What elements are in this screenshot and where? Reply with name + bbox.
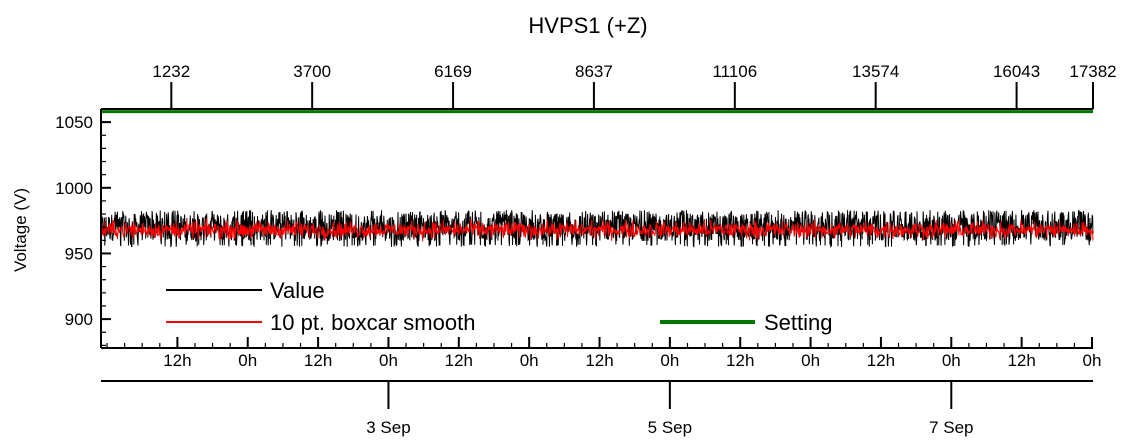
hour-axis-ticks: 12h 0h 12h 0h 12h 0h 12h 0h 12h 0h 12h 0h 12h 0h: [106, 337, 1102, 370]
legend-label-setting: Setting: [764, 310, 833, 335]
top-axis-tick-label: 8637: [575, 62, 613, 81]
date-axis-tick-label: 7 Sep: [929, 418, 973, 437]
y-axis-ticks: 900 950 1000 1050: [55, 108, 111, 346]
y-axis-tick-label: 900: [65, 310, 93, 329]
plot-series: [100, 110, 1094, 248]
hour-axis-tick-label: 0h: [660, 351, 679, 370]
chart-title: HVPS1 (+Z): [528, 13, 647, 38]
legend-label-value: Value: [270, 278, 325, 303]
hour-axis-tick-label: 0h: [1083, 351, 1102, 370]
hour-axis-tick-label: 0h: [520, 351, 539, 370]
top-axis-tick-label: 16043: [993, 62, 1040, 81]
date-axis-tick-label: 3 Sep: [366, 418, 410, 437]
hour-axis-tick-label: 0h: [379, 351, 398, 370]
top-axis-tick-label: 11106: [712, 62, 757, 81]
top-axis-tick-label: 17382: [1069, 62, 1116, 81]
top-axis-tick-label: 1232: [152, 62, 190, 81]
hour-axis-tick-label: 12h: [163, 351, 191, 370]
top-axis-tick-label: 13574: [852, 62, 899, 81]
legend-label-smooth: 10 pt. boxcar smooth: [270, 310, 475, 335]
hour-axis-tick-label: 0h: [801, 351, 820, 370]
hour-axis-tick-label: 12h: [1007, 351, 1035, 370]
y-axis-tick-label: 1050: [55, 113, 93, 132]
series-smooth-line: [100, 218, 1094, 242]
y-axis-tick-label: 1000: [55, 179, 93, 198]
date-axis-tick-label: 5 Sep: [648, 418, 692, 437]
top-axis-ticks: 1232 3700 6169 8637 11106 13574 16043 17382: [152, 62, 1117, 109]
date-axis-ticks: 3 Sep 5 Sep 7 Sep: [366, 381, 974, 437]
top-axis-tick-label: 3700: [293, 62, 331, 81]
top-axis-tick-label: 6169: [434, 62, 472, 81]
legend: Value 10 pt. boxcar smooth Setting: [166, 278, 833, 335]
hour-axis-tick-label: 12h: [445, 351, 473, 370]
y-axis-label: Voltage (V): [11, 188, 30, 272]
hour-axis-tick-label: 12h: [585, 351, 613, 370]
hour-axis-tick-label: 0h: [238, 351, 257, 370]
hour-axis-tick-label: 12h: [867, 351, 895, 370]
hour-axis-tick-label: 12h: [304, 351, 332, 370]
hour-axis-tick-label: 12h: [726, 351, 754, 370]
hour-axis-tick-label: 0h: [942, 351, 961, 370]
y-axis-tick-label: 950: [65, 244, 93, 263]
